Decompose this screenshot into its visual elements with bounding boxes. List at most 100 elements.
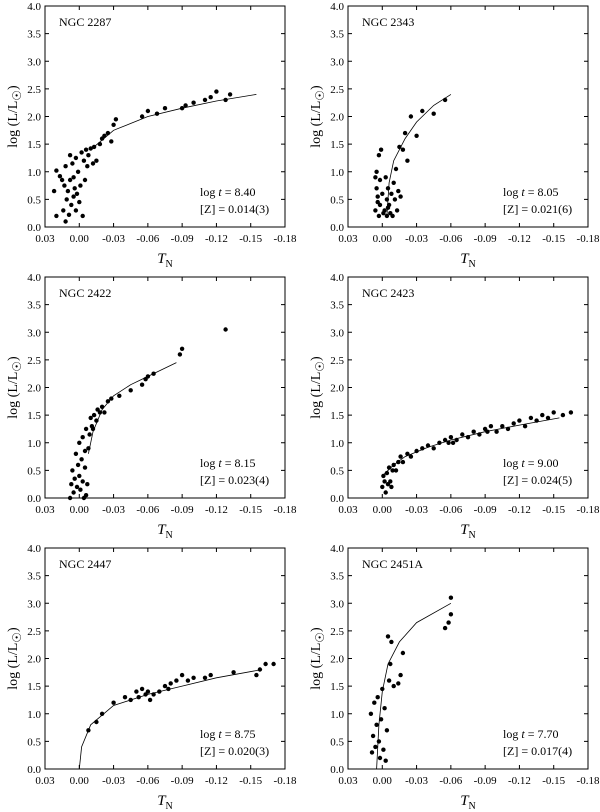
data-point [375,695,380,700]
data-point [383,175,388,180]
data-point [70,161,75,166]
age-label: log t = 8.05 [503,185,558,199]
age-prefix: log [503,185,521,199]
data-point [54,213,59,219]
data-point [185,678,191,683]
data-point [398,194,403,199]
data-point [388,661,393,667]
x-axis-label-main: T [157,251,167,267]
y-tick-label: 3.5 [27,300,41,312]
data-point [191,675,196,680]
data-point [70,468,75,473]
data-point [442,437,448,443]
metallicity-label: [Z] = 0.017(4) [503,744,572,758]
data-point [414,448,419,454]
data-point [77,473,82,479]
data-point [389,191,394,196]
data-point [375,194,380,199]
data-point [111,122,116,128]
age-var: t [218,185,222,199]
data-point [111,700,116,705]
x-tick-label: -0.12 [508,504,531,516]
data-point [113,117,119,122]
isochrone-curve [376,602,452,770]
data-point [383,758,388,763]
data-point [74,191,80,196]
data-point [396,681,401,686]
y-tick-label: 0.5 [330,736,344,748]
data-point [372,700,377,705]
data-point [389,639,394,645]
isochrone-curve [386,94,452,216]
data-point [87,432,92,437]
x-tick-label: -0.03 [102,233,125,245]
age-label: log t = 8.15 [200,456,255,470]
x-tick-label: -0.03 [405,775,428,787]
x-tick-label: -0.18 [274,504,297,516]
data-point [231,670,236,675]
data-point [134,689,139,694]
data-point [254,672,259,678]
data-point [79,150,84,155]
data-point [408,454,414,459]
data-point [534,418,539,423]
x-axis-label: TN [157,251,173,270]
data-point [208,672,213,678]
data-point [448,595,454,600]
data-point [59,177,65,183]
age-value: 8.15 [234,456,255,470]
data-point [373,175,378,180]
y-tick-label: 4.0 [27,1,41,13]
data-point [378,717,384,722]
data-point [105,399,111,404]
data-point [162,683,168,689]
panel-3: 0.03 0.00 -0.03 -0.06 -0.09 -0.12 -0.15 -0.18 0.… [6,272,297,541]
data-point [384,213,390,219]
x-tick-label: -0.12 [205,504,228,516]
data-point [398,672,403,678]
x-tick-label: 0.03 [338,775,358,787]
data-point [391,180,396,185]
x-tick-label: 0.00 [373,775,393,787]
data-point [392,197,398,202]
age-prefix: log [200,456,218,470]
y-axis-label-close: ) [309,627,324,632]
x-axis-label-sub: N [166,801,173,812]
x-axis-label-sub: N [469,530,476,541]
data-point [109,396,114,401]
data-point [396,459,401,465]
cluster-name: NGC 2423 [362,286,414,300]
data-point [517,418,522,423]
data-point [528,415,534,421]
x-tick-label: 0.00 [373,504,393,516]
data-point [376,739,382,744]
data-point [494,429,499,434]
data-point [376,213,382,219]
y-tick-label: 1.0 [330,709,344,721]
y-axis-label-main: log (L/L [309,101,324,148]
data-point [408,114,414,119]
y-tick-label: 2.0 [27,383,41,395]
x-tick-label: -0.06 [136,233,159,245]
data-point [388,479,393,484]
panel-2: 0.03 0.00 -0.03 -0.06 -0.09 -0.12 -0.15 -0.18 0.… [309,1,600,270]
data-point [227,92,233,97]
data-point [61,208,66,213]
x-tick-label: -0.06 [136,504,159,516]
data-point [400,147,406,152]
y-tick-label: 3.0 [330,56,344,68]
data-point [383,490,388,495]
age-value: 8.75 [234,727,255,741]
y-axis-label: log (L/L☉) [309,85,327,148]
y-axis-label-main: log (L/L [6,101,21,148]
data-point [62,183,67,188]
age-prefix: log [200,727,218,741]
y-tick-label: 1.0 [27,438,41,450]
data-point [85,164,90,169]
x-tick-label: -0.15 [239,504,262,516]
cluster-name: NGC 2343 [362,15,414,29]
data-point [94,719,99,725]
data-point [57,174,63,179]
data-point [214,89,219,94]
panel-5: 0.03 0.00 -0.03 -0.06 -0.09 -0.12 -0.15 -0.18 0.… [6,543,297,812]
